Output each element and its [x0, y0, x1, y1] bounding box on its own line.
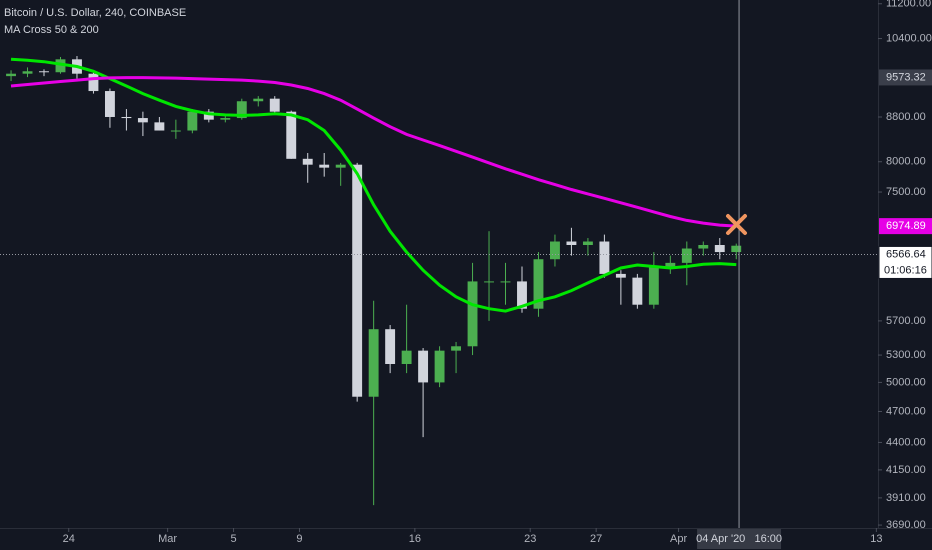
candle-body [187, 111, 198, 131]
cross-marker[interactable] [726, 214, 747, 235]
x-tick-label: Apr [670, 533, 687, 545]
x-tick-label: 24 [63, 533, 75, 545]
last-price-box [878, 245, 932, 279]
price-label: 6974.89 [886, 220, 926, 232]
candle-body [154, 122, 165, 131]
x-tick-label: 23 [524, 533, 536, 545]
candle-body [698, 245, 709, 249]
candle-body [170, 130, 181, 132]
moving-average [10, 76, 737, 228]
y-tick-label: 5300.00 [886, 349, 926, 361]
candle-body [220, 118, 231, 120]
price-label-box [879, 69, 932, 86]
candle-body [385, 329, 396, 365]
candle-body [203, 111, 214, 120]
candle-body [451, 346, 462, 351]
candle-body [236, 101, 247, 119]
candle-body [533, 259, 544, 309]
candle-body [137, 118, 148, 123]
candle-body [335, 164, 346, 168]
x-tick-label: 9 [296, 533, 302, 545]
crosshair-label-box [697, 529, 782, 549]
last-price-label: 6566.64 [886, 248, 926, 260]
candle-body [714, 245, 725, 253]
candle-body [55, 59, 66, 73]
marker-stroke [726, 214, 747, 235]
y-tick-label: 10400.00 [886, 32, 932, 44]
y-tick-label: 11200.00 [886, 0, 931, 10]
candle-body [22, 71, 33, 74]
moving-average [10, 57, 737, 313]
y-tick-label: 3690.00 [886, 519, 926, 531]
crosshair-label: 04 Apr '20 16:00 [696, 533, 782, 545]
price-label-box [879, 218, 932, 235]
candle-body [566, 241, 577, 246]
x-tick-label: 16 [409, 533, 421, 545]
candle-body [319, 164, 330, 168]
candle-body [352, 164, 363, 397]
candle-body [418, 350, 429, 383]
candle-body [681, 248, 692, 263]
y-tick-label: 5700.00 [886, 315, 926, 327]
y-tick-label: 3910.00 [886, 492, 926, 504]
x-tick-label: 13 [870, 533, 882, 545]
x-tick-label: 5 [230, 533, 236, 545]
candle-body [401, 350, 412, 365]
candle-body [286, 111, 297, 159]
y-tick-label: 5000.00 [886, 376, 926, 388]
y-tick-label: 4400.00 [886, 436, 926, 448]
y-tick-label: 7500.00 [886, 186, 926, 198]
chart-subtitle: MA Cross 50 & 200 [4, 24, 99, 36]
candle-body [253, 98, 264, 102]
y-tick-label: 4150.00 [886, 464, 926, 476]
candle-body [467, 281, 478, 347]
candle-body [648, 266, 659, 305]
candle-body [269, 98, 280, 112]
candle-body [368, 329, 379, 397]
candle-body [665, 262, 676, 267]
chart-title: Bitcoin / U.S. Dollar, 240, COINBASE [4, 7, 186, 19]
y-tick-label: 8000.00 [886, 156, 926, 168]
y-tick-label: 8800.00 [886, 111, 926, 123]
y-tick-label: 4700.00 [886, 405, 926, 417]
candle-body [500, 281, 511, 283]
candle-body [39, 71, 49, 73]
candle-body [88, 73, 99, 92]
candle-body [615, 273, 626, 278]
x-tick-label: Mar [158, 533, 177, 545]
candle-body [6, 73, 16, 77]
candle-body [731, 245, 742, 253]
candle-body [550, 241, 560, 260]
candle-body [104, 91, 115, 117]
candle-body [582, 241, 593, 246]
countdown-label: 01:06:16 [884, 264, 927, 276]
candle-body [121, 116, 132, 119]
candle-body [434, 350, 445, 383]
candle-body [302, 158, 313, 165]
candle-body [484, 281, 494, 283]
candle-body [599, 241, 610, 274]
price-label: 9573.32 [886, 71, 926, 83]
x-tick-label: 27 [590, 533, 602, 545]
candle-body [632, 277, 643, 305]
candle-body [517, 281, 527, 309]
